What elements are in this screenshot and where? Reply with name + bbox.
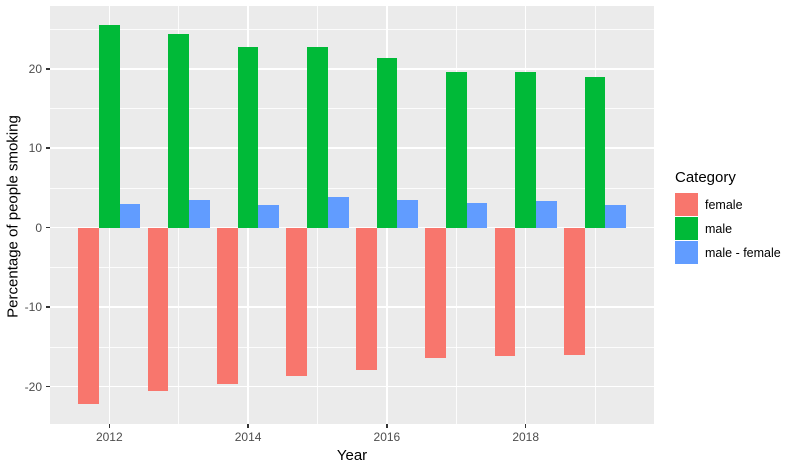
y-tick-label--10: -10 (24, 300, 42, 315)
y-tick-mark-20 (46, 68, 50, 70)
x-tick-mark-2018 (524, 424, 527, 428)
bar-male-2014 (237, 46, 259, 228)
bar-female-2017 (425, 227, 446, 359)
bar-male-female-2017 (466, 203, 488, 228)
legend-label-male: male (705, 221, 733, 236)
y-gridline-major--10 (50, 306, 654, 308)
x-tick-label-2016: 2016 (373, 430, 401, 444)
bar-female-2013 (147, 227, 169, 392)
x-tick-label-2018: 2018 (512, 430, 540, 444)
x-tick-mark-2016 (386, 424, 388, 428)
y-tick-label-20: 20 (28, 61, 42, 76)
y-tick-label-10: 10 (28, 141, 42, 156)
legend-items: female male male - female (675, 193, 781, 264)
y-gridline-major--20 (50, 385, 654, 388)
legend: Category female male male - female (675, 169, 781, 265)
plot-panel (50, 6, 654, 424)
bar-female-2014 (217, 227, 238, 385)
y-tick-mark--10 (46, 306, 50, 308)
bar-male-2018 (515, 71, 537, 228)
y-gridline-major-10 (50, 147, 654, 149)
bar-female-2012 (78, 227, 99, 405)
x-tick-mark-2014 (247, 424, 249, 428)
y-gridline-minor-5 (50, 187, 654, 189)
bar-male-2019 (584, 76, 606, 228)
legend-swatch-female (675, 193, 698, 216)
bar-male-2015 (307, 46, 328, 228)
bar-male-female-2012 (119, 203, 141, 228)
y-tick-label-0: 0 (35, 220, 42, 235)
bar-female-2015 (286, 227, 308, 377)
legend-title: Category (675, 169, 736, 186)
bar-male-female-2014 (258, 204, 280, 228)
x-tick-label-2014: 2014 (234, 430, 262, 444)
legend-item-female: female (675, 193, 781, 216)
bar-male-2012 (98, 25, 120, 228)
x-tick-mark-2012 (108, 424, 111, 428)
y-gridline-minor-15 (50, 108, 654, 109)
x-axis-title: Year (336, 447, 368, 464)
bar-male-female-2016 (397, 199, 418, 228)
y-tick-mark--20 (46, 385, 50, 388)
bar-female-2019 (564, 227, 585, 355)
legend-item-male: male (675, 217, 781, 240)
legend-label-female: female (705, 197, 743, 212)
y-tick-mark-0 (46, 226, 50, 229)
legend-item-male-female: male - female (675, 241, 781, 264)
bar-male-female-2015 (327, 196, 349, 228)
legend-swatch-male-female (675, 241, 698, 264)
x-tick-label-2012: 2012 (95, 430, 123, 444)
bar-female-2016 (355, 227, 377, 370)
bar-male-2016 (376, 57, 398, 228)
y-tick-label--20: -20 (24, 379, 42, 394)
y-gridline-minor--5 (50, 267, 654, 268)
y-gridline-minor-25 (50, 28, 654, 30)
legend-label-male-female: male - female (705, 245, 781, 260)
bar-male-2017 (445, 71, 467, 228)
y-gridline-major-20 (50, 68, 654, 70)
y-gridline-minor--15 (50, 346, 654, 348)
bar-male-female-2019 (605, 204, 627, 228)
legend-swatch-male (675, 217, 698, 240)
bar-male-2013 (168, 33, 190, 228)
y-axis-title: Percentage of people smoking (4, 115, 22, 318)
bar-male-female-2013 (189, 199, 210, 228)
y-tick-mark-10 (46, 147, 50, 149)
bar-male-female-2018 (536, 200, 557, 228)
y-gridline-major-0 (50, 226, 654, 229)
bar-female-2018 (494, 227, 516, 356)
